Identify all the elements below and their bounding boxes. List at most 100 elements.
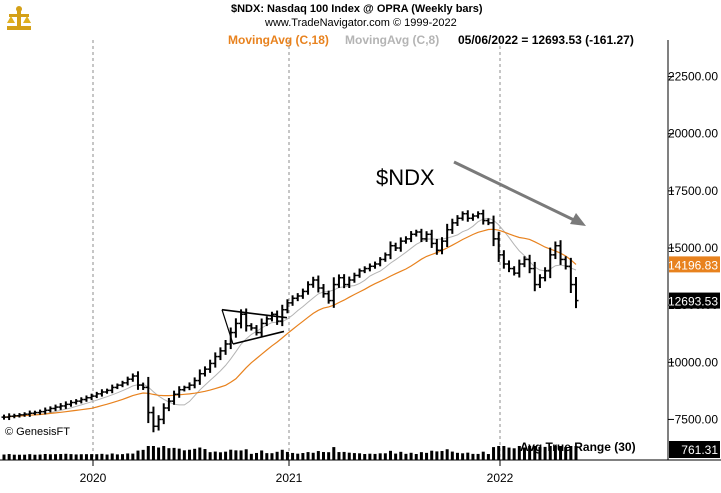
price-bar [254,325,260,336]
price-bar [197,369,203,385]
ma8-line [3,217,577,418]
atr-bar [28,454,32,460]
price-bar [284,299,290,314]
price-bar [558,240,564,265]
price-bar [331,277,337,308]
atr-bar [564,447,568,460]
quote-readout: 05/06/2022 = 12693.53 (-161.27) [458,33,634,47]
price-bar [460,211,466,221]
atr-bar [548,446,552,460]
price-bar [408,231,414,243]
ma18-line [3,228,577,418]
price-bar [145,376,151,424]
price-bar [537,274,543,289]
price-bar [346,276,352,289]
y-tick-label: 7500.00 [675,412,719,426]
price-bar [454,215,460,227]
atr-bar [208,452,212,460]
last-price-box [669,292,720,309]
price-bar [398,237,404,252]
price-bar [320,284,326,298]
price-bar [130,373,136,382]
atr-bar [188,449,192,460]
atr-bar [471,453,475,460]
price-bar [181,385,187,392]
atr-bar [260,450,264,460]
atr-bar [347,452,351,460]
price-bar [362,266,368,274]
atr-bar [121,454,125,460]
price-bar [480,209,486,225]
atr-bar [316,451,320,460]
price-bar [568,257,574,294]
atr-bar [394,453,398,460]
atr-bar [162,446,166,460]
atr-bar [17,454,21,460]
price-bar [176,386,182,398]
ndx-annotation: $NDX [376,165,435,190]
atr-bar [198,447,202,460]
price-bar [259,318,265,338]
atr-bar [270,453,274,460]
price-bar [11,413,17,419]
price-bar [377,257,383,267]
price-bar [475,211,481,219]
atr-bar [481,451,485,460]
price-bar [212,352,218,368]
price-bar [274,310,280,325]
price-bar [387,241,393,260]
atr-bar [301,453,305,460]
genesis-watermark: © GenesisFT [5,426,70,438]
atr-bar [54,454,58,460]
atr-bar [522,447,526,460]
price-bar [573,277,579,309]
atr-bar [177,448,181,460]
price-bar [279,304,285,327]
price-bar [542,267,548,282]
y-tick-label: 10000.00 [668,355,718,369]
price-bar [290,295,296,306]
price-bar [305,281,311,295]
price-bar [89,393,95,401]
atr-bar [234,450,238,460]
atr-bar [43,453,47,460]
price-bar [470,213,476,221]
price-bar [22,412,28,417]
price-bar [32,410,38,416]
atr-panel: Avg True Range (30) 761.31 [2,440,720,460]
price-bar [300,288,306,299]
price-bar [315,275,321,293]
price-bar [68,400,74,407]
atr-bar [285,451,289,460]
chart-subtitle: www.TradeNavigator.com © 1999-2022 [265,17,457,29]
atr-bar [136,450,140,460]
price-bar [439,237,445,255]
price-bar [217,347,223,361]
price-bar [444,223,450,248]
price-bar [192,377,198,389]
atr-bar [352,453,356,460]
price-bar [78,397,84,404]
drawn-annotations: $NDX © GenesisFT [5,160,586,438]
atr-bar [332,447,336,460]
price-bar [336,274,342,288]
atr-bar [126,453,130,460]
atr-bar [373,453,377,460]
atr-bar [141,449,145,460]
price-bar [233,318,239,338]
price-bar [166,398,172,412]
atr-bar [358,453,362,460]
atr-bar [131,453,135,460]
price-bar [1,414,7,420]
atr-bar [466,452,470,460]
x-tick-label: 2022 [487,471,514,485]
atr-bar [7,454,11,460]
atr-bar [414,454,418,460]
price-bar [140,382,146,390]
ma18-legend: MovingAvg (C,18) [228,33,329,47]
price-bar [403,236,409,244]
price-bar [42,407,48,415]
triangle-lower-line [232,330,285,345]
chart-title: $NDX: Nasdaq 100 Index @ OPRA (Weekly ba… [231,3,483,15]
price-bar [465,210,471,222]
